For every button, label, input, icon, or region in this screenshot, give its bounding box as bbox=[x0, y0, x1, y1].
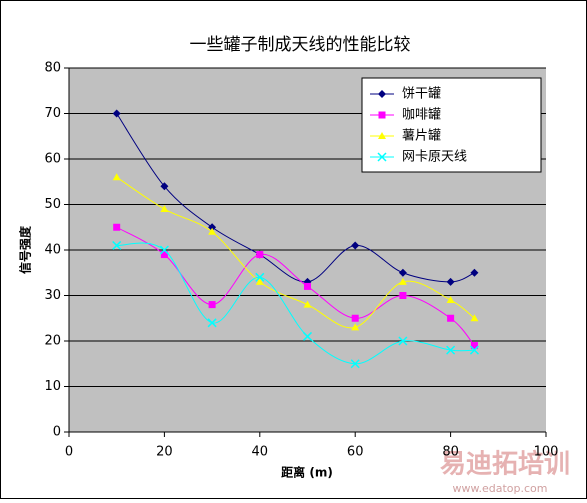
y-axis-label: 信号强度 bbox=[18, 225, 33, 274]
point-marker bbox=[255, 272, 265, 282]
point-marker bbox=[208, 223, 217, 232]
point-marker bbox=[256, 251, 264, 259]
point-marker bbox=[351, 323, 360, 331]
x-tick-label: 20 bbox=[156, 445, 173, 460]
point-marker bbox=[112, 109, 121, 118]
point-marker bbox=[112, 240, 122, 250]
point-marker bbox=[302, 331, 313, 341]
legend-label: 饼干罐 bbox=[402, 87, 441, 102]
point-marker bbox=[208, 227, 217, 235]
point-marker bbox=[304, 282, 311, 290]
watermark: 易迪拓培训 bbox=[440, 450, 570, 480]
point-marker bbox=[446, 296, 455, 304]
point-marker bbox=[350, 359, 360, 369]
x-tick-label: 60 bbox=[347, 445, 364, 460]
point-marker bbox=[160, 205, 169, 213]
point-marker bbox=[398, 268, 407, 277]
watermark-url: www.edatop.com bbox=[453, 482, 548, 495]
point-marker bbox=[112, 173, 121, 181]
legend-label: 薯片罐 bbox=[402, 129, 441, 144]
x-tick-label: 100 bbox=[534, 445, 559, 460]
y-tick-label: 70 bbox=[44, 106, 61, 121]
legend-marker bbox=[378, 90, 386, 98]
point-marker bbox=[446, 277, 455, 286]
point-marker bbox=[399, 292, 407, 299]
legend-label: 咖啡罐 bbox=[402, 108, 441, 123]
y-tick-label: 30 bbox=[44, 288, 61, 303]
y-tick-label: 80 bbox=[44, 61, 61, 76]
point-marker bbox=[208, 301, 216, 309]
point-marker bbox=[351, 314, 359, 322]
x-tick-label: 80 bbox=[442, 445, 459, 460]
legend-label: 网卡原天线 bbox=[402, 150, 467, 165]
point-marker bbox=[446, 345, 456, 355]
point-marker bbox=[470, 314, 479, 322]
x-tick-label: 0 bbox=[65, 445, 73, 460]
point-marker bbox=[398, 277, 407, 285]
legend-marker bbox=[377, 152, 387, 162]
point-marker bbox=[351, 241, 360, 250]
point-marker bbox=[470, 342, 478, 350]
x-axis-label: 距离 (m) bbox=[281, 465, 333, 480]
point-marker bbox=[469, 345, 479, 355]
point-marker bbox=[160, 182, 169, 191]
y-tick-label: 40 bbox=[44, 243, 61, 258]
series-line bbox=[116, 242, 475, 365]
chart-title: 一些罐子制成天线的性能比较 bbox=[190, 35, 411, 55]
point-marker bbox=[159, 245, 169, 255]
y-tick-label: 0 bbox=[53, 425, 61, 440]
point-marker bbox=[470, 268, 479, 277]
y-tick-label: 60 bbox=[44, 152, 61, 167]
point-marker bbox=[113, 223, 121, 231]
point-marker bbox=[207, 318, 217, 328]
y-tick-label: 50 bbox=[44, 197, 61, 212]
point-marker bbox=[447, 314, 455, 322]
legend-marker bbox=[378, 111, 386, 119]
point-marker bbox=[160, 251, 168, 259]
point-marker bbox=[398, 336, 408, 346]
y-tick-label: 10 bbox=[44, 379, 61, 394]
x-tick-label: 40 bbox=[252, 445, 269, 460]
point-marker bbox=[303, 300, 312, 308]
point-marker bbox=[255, 277, 264, 285]
y-tick-label: 20 bbox=[44, 334, 61, 349]
legend-marker bbox=[378, 132, 386, 139]
